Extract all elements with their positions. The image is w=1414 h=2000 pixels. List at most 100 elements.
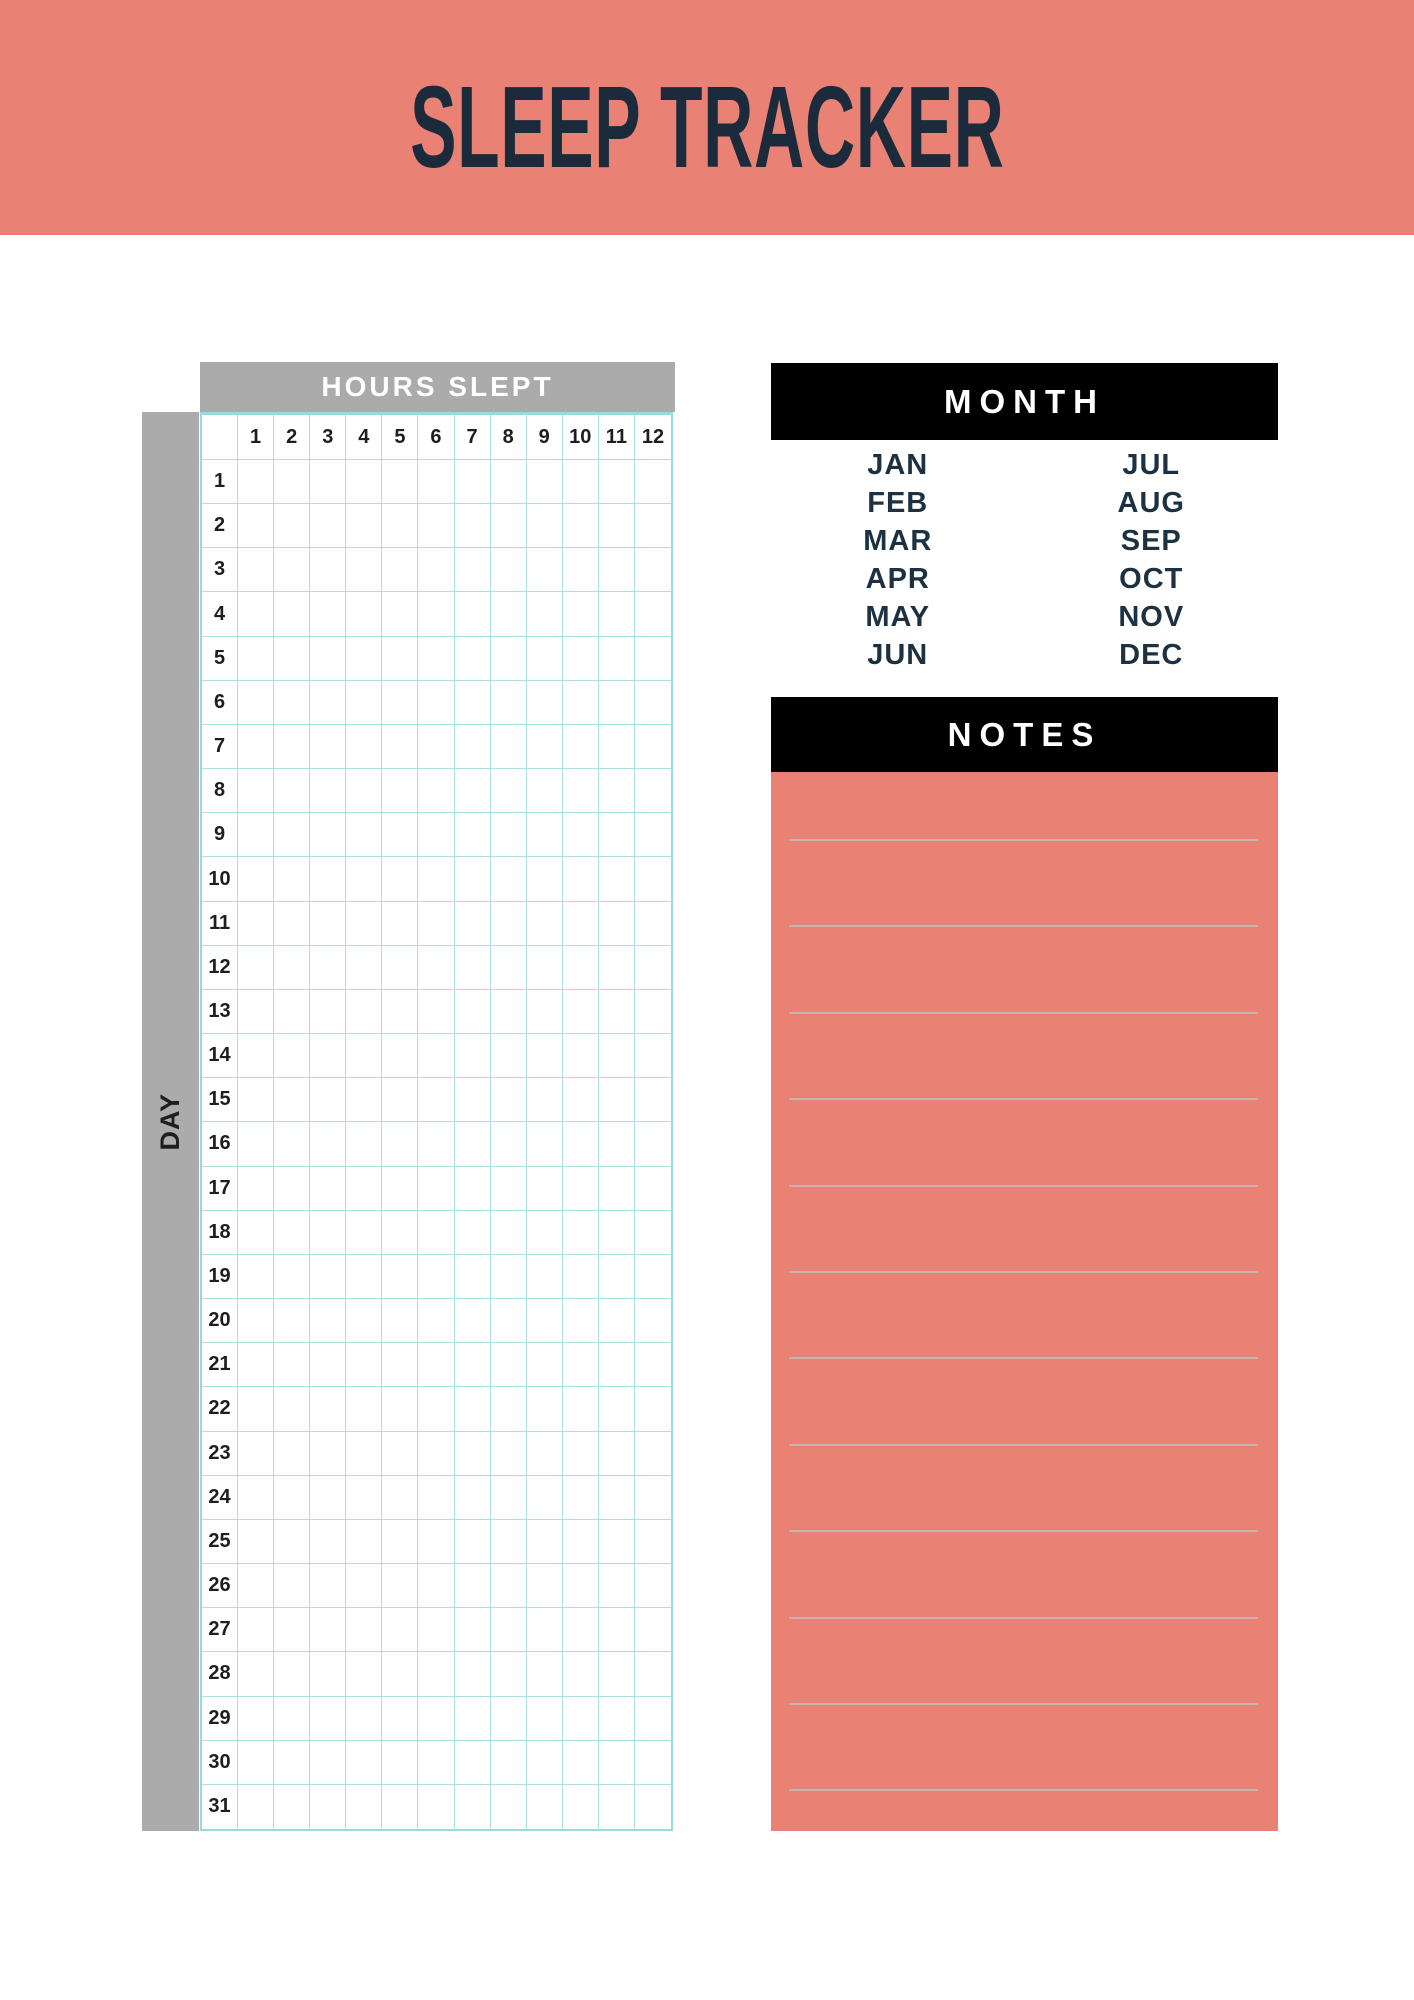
sleep-cell[interactable] (382, 857, 419, 902)
sleep-cell[interactable] (418, 1475, 455, 1520)
sleep-cell[interactable] (454, 1122, 491, 1167)
sleep-cell[interactable] (634, 813, 671, 858)
sleep-cell[interactable] (238, 1122, 275, 1167)
sleep-cell[interactable] (310, 1564, 347, 1609)
sleep-cell[interactable] (274, 1740, 311, 1785)
sleep-cell[interactable] (382, 901, 419, 946)
sleep-cell[interactable] (274, 813, 311, 858)
sleep-cell[interactable] (490, 945, 527, 990)
sleep-cell[interactable] (382, 592, 419, 637)
month-item[interactable]: MAR (863, 525, 933, 558)
sleep-cell[interactable] (598, 1299, 635, 1344)
sleep-cell[interactable] (382, 769, 419, 814)
sleep-cell[interactable] (310, 1034, 347, 1079)
notes-line[interactable] (789, 1012, 1258, 1014)
sleep-cell[interactable] (454, 504, 491, 549)
sleep-cell[interactable] (310, 1608, 347, 1653)
sleep-cell[interactable] (238, 460, 275, 505)
sleep-cell[interactable] (310, 769, 347, 814)
sleep-cell[interactable] (562, 460, 599, 505)
sleep-cell[interactable] (634, 725, 671, 770)
sleep-cell[interactable] (418, 1740, 455, 1785)
sleep-cell[interactable] (454, 769, 491, 814)
sleep-cell[interactable] (310, 1210, 347, 1255)
sleep-cell[interactable] (418, 945, 455, 990)
sleep-cell[interactable] (454, 1034, 491, 1079)
sleep-cell[interactable] (418, 1784, 455, 1829)
sleep-cell[interactable] (274, 1122, 311, 1167)
sleep-cell[interactable] (598, 989, 635, 1035)
sleep-cell[interactable] (418, 460, 455, 505)
sleep-cell[interactable] (310, 636, 347, 681)
sleep-cell[interactable] (563, 1784, 599, 1829)
sleep-cell[interactable] (526, 813, 563, 858)
sleep-cell[interactable] (238, 901, 275, 946)
sleep-cell[interactable] (382, 1608, 419, 1653)
sleep-cell[interactable] (274, 724, 311, 770)
sleep-cell[interactable] (562, 1475, 599, 1520)
sleep-cell[interactable] (346, 989, 383, 1035)
sleep-cell[interactable] (562, 1431, 599, 1476)
sleep-cell[interactable] (382, 1652, 419, 1697)
sleep-cell[interactable] (454, 945, 491, 990)
sleep-cell[interactable] (454, 1078, 491, 1123)
sleep-cell[interactable] (598, 1210, 635, 1255)
sleep-cell[interactable] (526, 1387, 563, 1432)
sleep-cell[interactable] (382, 1078, 419, 1123)
sleep-cell[interactable] (274, 1210, 311, 1255)
sleep-cell[interactable] (562, 1166, 599, 1211)
sleep-cell[interactable] (490, 592, 527, 637)
sleep-cell[interactable] (346, 901, 383, 946)
sleep-cell[interactable] (634, 1476, 671, 1520)
sleep-cell[interactable] (526, 1431, 563, 1476)
sleep-cell[interactable] (635, 1785, 671, 1829)
sleep-cell[interactable] (310, 680, 347, 725)
sleep-cell[interactable] (238, 1740, 275, 1785)
sleep-cell[interactable] (346, 813, 383, 858)
sleep-cell[interactable] (598, 1608, 635, 1653)
sleep-cell[interactable] (418, 1652, 455, 1697)
sleep-cell[interactable] (274, 592, 311, 637)
sleep-cell[interactable] (454, 1254, 491, 1300)
sleep-cell[interactable] (562, 724, 599, 770)
sleep-cell[interactable] (382, 1784, 419, 1829)
sleep-cell[interactable] (310, 901, 347, 946)
sleep-cell[interactable] (562, 1078, 599, 1123)
sleep-cell[interactable] (418, 1210, 455, 1255)
sleep-cell[interactable] (418, 680, 455, 725)
sleep-cell[interactable] (454, 813, 491, 858)
sleep-cell[interactable] (562, 1696, 599, 1741)
sleep-cell[interactable] (454, 989, 491, 1035)
sleep-cell[interactable] (346, 680, 383, 725)
sleep-cell[interactable] (346, 1078, 383, 1123)
month-item[interactable]: APR (865, 562, 930, 595)
sleep-cell[interactable] (274, 1784, 311, 1829)
sleep-cell[interactable] (490, 1475, 527, 1520)
sleep-cell[interactable] (562, 1652, 599, 1697)
sleep-cell[interactable] (382, 1254, 419, 1300)
sleep-cell[interactable] (346, 1696, 383, 1741)
sleep-cell[interactable] (346, 1122, 383, 1167)
sleep-cell[interactable] (490, 460, 527, 505)
sleep-cell[interactable] (310, 1519, 347, 1565)
sleep-cell[interactable] (346, 1784, 383, 1829)
sleep-cell[interactable] (454, 460, 491, 505)
sleep-cell[interactable] (238, 1387, 275, 1432)
sleep-cell[interactable] (310, 724, 347, 770)
sleep-cell[interactable] (418, 1696, 455, 1741)
sleep-cell[interactable] (526, 1210, 563, 1255)
sleep-cell[interactable] (310, 504, 347, 549)
sleep-cell[interactable] (562, 945, 599, 990)
sleep-cell[interactable] (598, 724, 635, 770)
sleep-cell[interactable] (491, 1784, 527, 1829)
sleep-cell[interactable] (418, 1166, 455, 1211)
sleep-cell[interactable] (382, 1740, 419, 1785)
sleep-cell[interactable] (238, 1519, 275, 1565)
sleep-cell[interactable] (418, 1519, 455, 1565)
sleep-cell[interactable] (490, 1387, 527, 1432)
sleep-cell[interactable] (562, 680, 599, 725)
sleep-cell[interactable] (562, 901, 599, 946)
sleep-cell[interactable] (490, 636, 527, 681)
month-item[interactable]: JUL (1122, 449, 1181, 482)
sleep-cell[interactable] (454, 548, 491, 593)
